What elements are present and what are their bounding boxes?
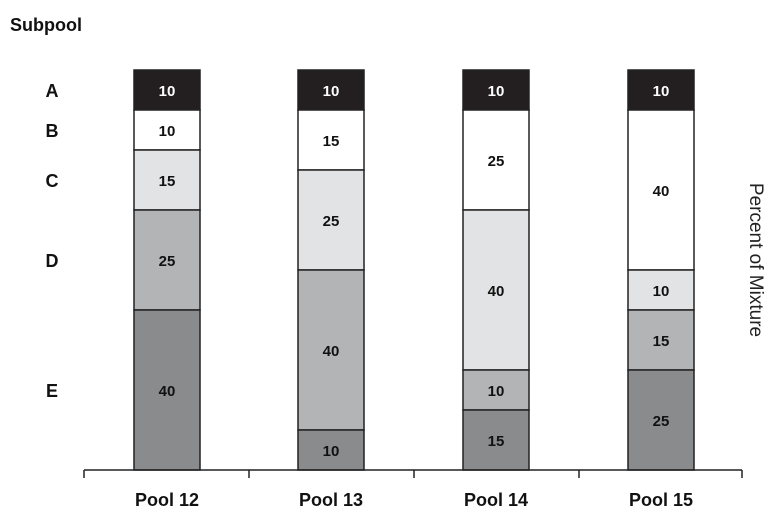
segment-value-label: 15 xyxy=(488,433,505,450)
category-labels: Pool 12 Pool 13 Pool 14 Pool 15 xyxy=(135,490,693,510)
segment-value-label: 25 xyxy=(488,153,505,170)
bar-segment xyxy=(627,269,695,311)
segment-value-label: 25 xyxy=(653,413,670,430)
segment-value-label: 40 xyxy=(159,383,176,400)
chart-title: Subpool xyxy=(10,15,82,35)
category-label: Pool 12 xyxy=(135,490,199,510)
bar-segment xyxy=(627,369,695,471)
bar-segment xyxy=(133,209,201,311)
segment-value-label: 10 xyxy=(159,83,176,100)
bar-segment xyxy=(297,429,365,471)
row-label: B xyxy=(46,121,59,141)
segment-value-label: 15 xyxy=(653,333,670,350)
row-label: C xyxy=(46,171,59,191)
segment-value-label: 40 xyxy=(323,343,340,360)
segment-value-label: 10 xyxy=(323,83,340,100)
bar-segment xyxy=(627,109,695,271)
segment-value-label: 10 xyxy=(653,83,670,100)
bar-segment xyxy=(133,109,201,151)
row-label: A xyxy=(46,81,59,101)
row-label: D xyxy=(46,251,59,271)
bar-segment xyxy=(462,369,530,411)
segment-value-label: 15 xyxy=(323,133,340,150)
bars: 10 10 15 25 40 10 15 25 40 10 10 25 40 10 15 10 40 10 15 25 xyxy=(133,69,695,471)
bar-segment xyxy=(627,309,695,371)
segment-value-label: 40 xyxy=(488,283,505,300)
category-label: Pool 14 xyxy=(464,490,528,510)
segment-value-label: 25 xyxy=(159,253,176,270)
bar-segment xyxy=(462,69,530,111)
row-label: E xyxy=(46,381,58,401)
x-ticks xyxy=(83,470,743,478)
y-axis-title: Percent of Mixture xyxy=(745,183,766,337)
category-label: Pool 15 xyxy=(629,490,693,510)
segment-value-label: 10 xyxy=(488,83,505,100)
segment-value-label: 10 xyxy=(488,383,505,400)
bar-segment xyxy=(297,69,365,111)
segment-value-label: 10 xyxy=(159,123,176,140)
row-labels: AB C D E xyxy=(46,81,59,401)
bar-segment xyxy=(297,169,365,271)
segment-value-label: 40 xyxy=(653,183,670,200)
bar-segment xyxy=(462,109,530,211)
segment-value-label: 10 xyxy=(653,283,670,300)
segment-value-label: 25 xyxy=(323,213,340,230)
category-label: Pool 13 xyxy=(299,490,363,510)
bar-segment xyxy=(133,69,201,111)
segment-value-label: 15 xyxy=(159,173,176,190)
bar-segment xyxy=(627,69,695,111)
segment-value-label: 10 xyxy=(323,443,340,460)
